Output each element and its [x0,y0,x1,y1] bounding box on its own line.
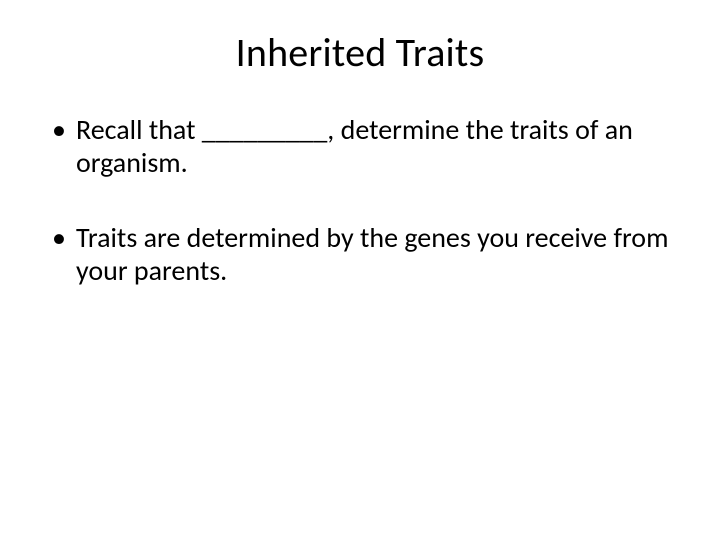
bullet-list: Recall that _________, determine the tra… [48,113,672,287]
presentation-slide: Inherited Traits Recall that _________, … [0,0,720,540]
list-item: Traits are determined by the genes you r… [48,221,672,287]
slide-title: Inherited Traits [48,28,672,77]
list-item: Recall that _________, determine the tra… [48,113,672,179]
